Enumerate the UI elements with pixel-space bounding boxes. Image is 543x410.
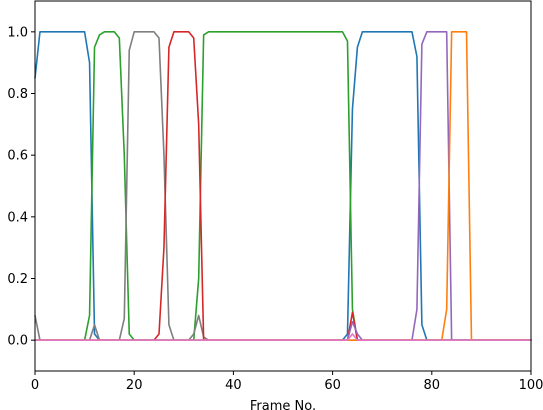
x-tick-label: 80 bbox=[424, 378, 441, 393]
x-tick-label: 60 bbox=[324, 378, 341, 393]
plot-area bbox=[35, 1, 531, 371]
series-line-3 bbox=[34, 31, 532, 341]
plot-background bbox=[35, 1, 531, 371]
series-layer bbox=[34, 31, 532, 341]
x-axis-label: Frame No. bbox=[250, 399, 316, 410]
x-tick-label: 100 bbox=[519, 378, 543, 393]
y-tick-label: 0.2 bbox=[7, 272, 28, 287]
y-tick-label: 0.8 bbox=[7, 87, 28, 102]
series-line-2 bbox=[34, 31, 532, 341]
series-line-7 bbox=[34, 333, 532, 341]
series-line-5 bbox=[34, 31, 532, 341]
y-tick-label: 1.0 bbox=[7, 25, 28, 40]
y-tick-label: 0.4 bbox=[7, 210, 28, 225]
y-tick-label: 0.0 bbox=[7, 334, 28, 349]
series-line-4 bbox=[34, 31, 532, 341]
y-axis: 0.0 0.2 0.4 0.6 0.8 1.0 bbox=[7, 25, 35, 349]
x-tick-label: 0 bbox=[31, 378, 39, 393]
x-axis: 0 20 40 60 80 100 bbox=[31, 371, 543, 393]
y-tick-label: 0.6 bbox=[7, 149, 28, 164]
plot-frame bbox=[34, 0, 532, 372]
x-tick-label: 40 bbox=[225, 378, 242, 393]
x-tick-label: 20 bbox=[126, 378, 143, 393]
